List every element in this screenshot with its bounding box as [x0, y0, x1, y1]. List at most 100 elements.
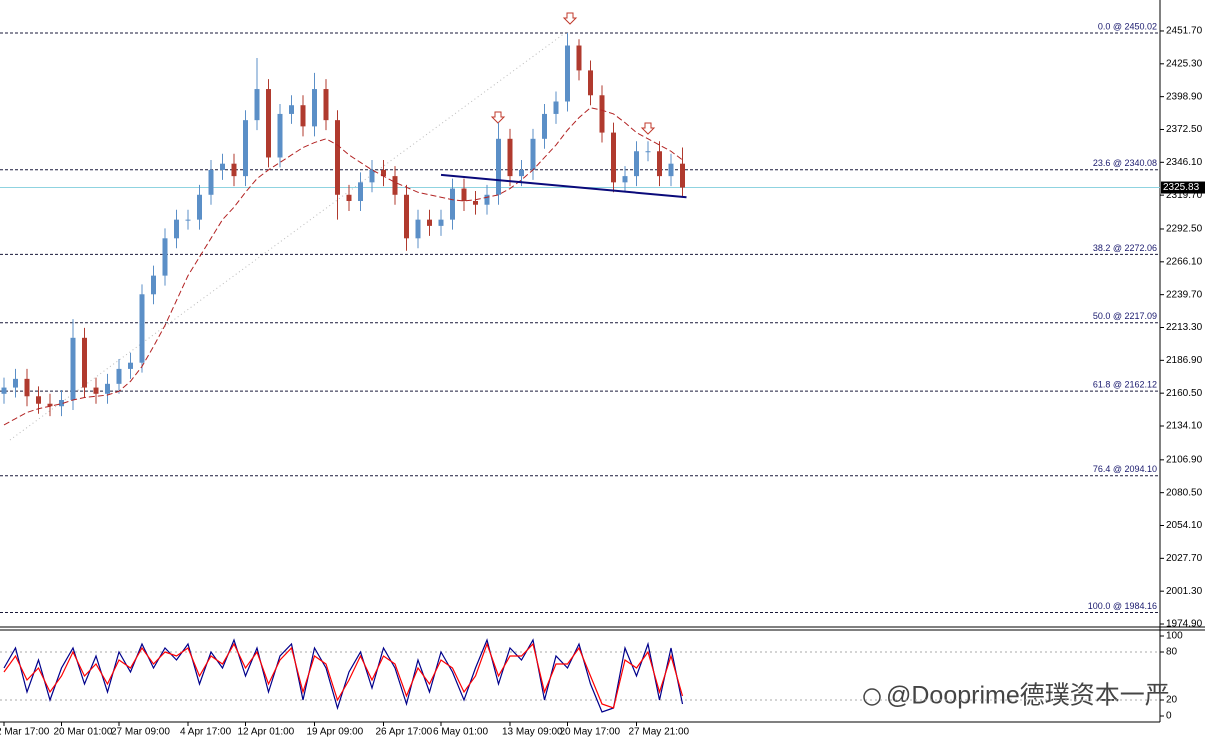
- x-tick-label: 12 Apr 01:00: [238, 727, 295, 738]
- candle-body: [680, 163, 685, 188]
- candle-body: [139, 294, 145, 363]
- stoch-line: [3, 642, 684, 709]
- fib-label: 100.0 @ 1984.16: [1088, 601, 1157, 611]
- candle-body: [312, 89, 317, 127]
- y-tick-label: 2319.70: [1166, 190, 1203, 201]
- candle-body: [300, 105, 306, 127]
- arrow-marker: [640, 122, 656, 135]
- candle-body: [599, 95, 605, 133]
- y-tick-label: 2346.10: [1166, 157, 1203, 168]
- candle-body: [289, 105, 294, 114]
- candle-body: [59, 400, 64, 407]
- y-tick-label: 2027.70: [1166, 553, 1203, 564]
- x-tick-label: 27 Mar 09:00: [111, 727, 170, 738]
- candle-body: [645, 151, 651, 153]
- candle-body: [381, 169, 386, 177]
- fib-label: 76.4 @ 2094.10: [1093, 464, 1157, 474]
- fib-label: 61.8 @ 2162.12: [1093, 380, 1157, 390]
- candle-body: [530, 138, 536, 170]
- candle-body: [496, 138, 501, 195]
- arrow-marker: [562, 12, 578, 25]
- arrow-markers: [490, 12, 656, 135]
- candle-body: [277, 113, 283, 158]
- x-tick-label: 26 Apr 17:00: [376, 727, 433, 738]
- candle-body: [657, 151, 662, 177]
- fib-label: 23.6 @ 2340.08: [1093, 158, 1157, 168]
- y-tick-label: 2213.30: [1166, 322, 1203, 333]
- candle-body: [484, 194, 490, 205]
- candle-body: [82, 337, 87, 388]
- x-tick-label: 20 Mar 01:00: [54, 727, 113, 738]
- y-tick-label: 2372.50: [1166, 124, 1203, 135]
- y-tick-label: 2266.10: [1166, 256, 1203, 267]
- candle-body: [105, 383, 110, 394]
- candle-body: [266, 89, 271, 158]
- candle-body: [220, 163, 225, 170]
- arrow-marker: [490, 111, 506, 124]
- moving-average: [3, 107, 683, 426]
- candle-body: [162, 238, 168, 276]
- candle-body: [70, 337, 76, 401]
- candle-body: [323, 89, 329, 121]
- candle-body: [151, 275, 156, 295]
- x-tick-label: 2 Mar 17:00: [0, 727, 50, 738]
- candle-body: [553, 101, 559, 114]
- x-tick-label: 19 Apr 09:00: [307, 727, 364, 738]
- y-tick-label: 20: [1166, 695, 1178, 706]
- candle-body: [13, 378, 18, 388]
- candle-body: [473, 200, 478, 205]
- candle-body: [404, 194, 409, 239]
- candle-body: [369, 169, 375, 183]
- candle-body: [415, 219, 421, 239]
- candle-body: [588, 70, 593, 96]
- x-tick-label: 6 May 01:00: [433, 727, 488, 738]
- candle-body: [392, 176, 398, 195]
- candle-body: [47, 403, 53, 407]
- candle-body: [358, 182, 363, 201]
- candle-body: [611, 132, 616, 183]
- candle-body: [174, 219, 179, 239]
- y-tick-label: 1974.90: [1166, 619, 1203, 630]
- candle-body: [116, 368, 122, 384]
- candle-body: [335, 120, 340, 195]
- x-tick-label: 4 Apr 17:00: [180, 727, 232, 738]
- candle-body: [668, 163, 674, 177]
- y-tick-label: 2186.90: [1166, 355, 1203, 366]
- candle-body: [128, 362, 133, 369]
- candle-body: [450, 188, 455, 220]
- y-tick-label: 0: [1166, 711, 1172, 722]
- fib-label: 38.2 @ 2272.06: [1093, 243, 1157, 253]
- y-tick-label: 2451.70: [1166, 26, 1203, 37]
- candle-body: [542, 113, 547, 139]
- neckline: [440, 173, 687, 199]
- y-tick-label: 2134.10: [1166, 421, 1203, 432]
- watermark: @Dooprime德璞资本一严: [863, 682, 1170, 710]
- y-tick-label: 2425.30: [1166, 58, 1203, 69]
- x-tick-label: 27 May 21:00: [629, 727, 690, 738]
- candle-body: [622, 176, 628, 183]
- candle-body: [438, 219, 444, 226]
- fib-label: 50.0 @ 2217.09: [1093, 311, 1157, 321]
- candle-body: [93, 387, 99, 394]
- candle-body: [197, 194, 202, 220]
- candle-body: [231, 163, 237, 177]
- y-tick-label: 100: [1166, 631, 1183, 642]
- candle-body: [36, 396, 41, 404]
- watermark-icon: [863, 688, 881, 706]
- fib-trend-line: [9, 32, 566, 441]
- candle-body: [185, 219, 191, 221]
- candle-body: [208, 169, 214, 195]
- candle-body: [461, 188, 467, 201]
- candle-body: [565, 45, 570, 102]
- x-tick-label: 13 May 09:00: [502, 727, 563, 738]
- fib-label: 0.0 @ 2450.02: [1098, 21, 1157, 31]
- x-tick-label: 20 May 17:00: [560, 727, 621, 738]
- y-tick-label: 2292.50: [1166, 224, 1203, 235]
- candle-body: [243, 120, 248, 177]
- candle-body: [254, 89, 260, 121]
- y-tick-label: 2160.50: [1166, 388, 1203, 399]
- y-tick-label: 2054.10: [1166, 520, 1203, 531]
- y-tick-label: 2080.50: [1166, 487, 1203, 498]
- candle-body: [634, 151, 639, 177]
